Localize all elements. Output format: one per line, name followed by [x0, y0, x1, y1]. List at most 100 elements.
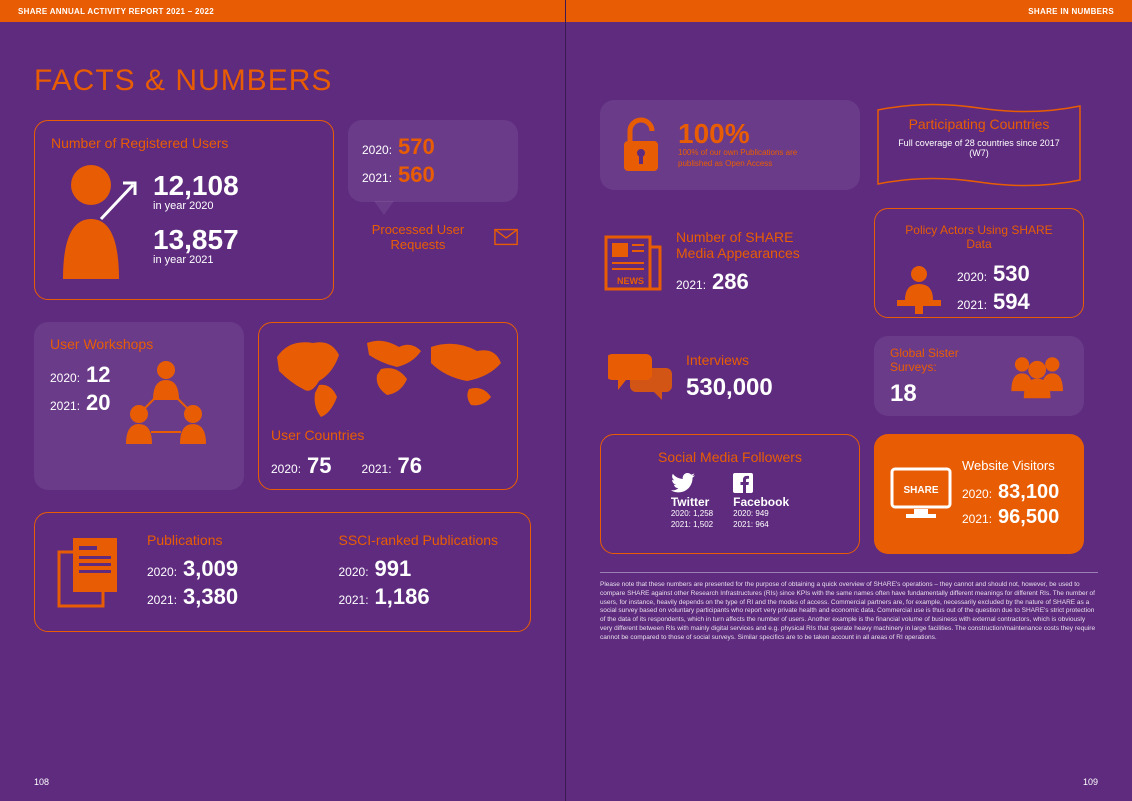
ws-y1: 2021: — [50, 399, 80, 413]
facebook-icon — [733, 473, 753, 493]
people-network-icon — [121, 352, 211, 452]
ws-y0: 2020: — [50, 371, 80, 385]
news-icon: NEWS — [600, 231, 664, 295]
social-title: Social Media Followers — [617, 449, 843, 465]
twitter-l1: 2020: 1,258 — [671, 509, 713, 520]
facebook-l1: 2020: 949 — [733, 509, 789, 520]
card-open-access: 100% 100% of our own Publications are pu… — [600, 100, 860, 190]
media-year: 2021: — [676, 278, 706, 292]
lock-open-icon — [616, 115, 666, 175]
card-processed-requests-wrap: 2020: 570 2021: 560 Processed User Request… — [348, 120, 518, 300]
web-y1: 2021: — [962, 512, 992, 526]
card-sister-surveys: Global Sister Surveys: 18 — [874, 336, 1084, 416]
page-title: FACTS & NUMBERS — [34, 64, 531, 98]
page-right: SHARE IN NUMBERS 100% 100% of our own Pu… — [566, 0, 1132, 801]
header-left: SHARE ANNUAL ACTIVITY REPORT 2021 – 2022 — [0, 0, 565, 22]
card-user-workshops: User Workshops 2020: 12 2021: 20 — [34, 322, 244, 490]
req-v0: 570 — [398, 134, 435, 160]
row-2: User Workshops 2020: 12 2021: 20 — [34, 322, 531, 490]
card-user-countries: User Countries 2020: 75 2021: 76 — [258, 322, 518, 490]
media-title: Number of SHARE Media Appearances — [676, 229, 816, 261]
pub-v1: 3,380 — [183, 584, 238, 610]
world-map-icon — [271, 333, 507, 423]
row-r2: NEWS Number of SHARE Media Appearances 2… — [600, 208, 1098, 318]
card-publications: Publications 2020: 3,009 2021: 3,380 SSCI-… — [34, 512, 531, 632]
workshops-title: User Workshops — [50, 336, 228, 352]
req-label: Processed User Requests — [348, 222, 488, 252]
sister-title: Global Sister Surveys: — [890, 346, 996, 374]
web-v1: 96,500 — [998, 506, 1059, 529]
card-interviews: Interviews 530,000 — [600, 336, 860, 416]
right-content: 100% 100% of our own Publications are pu… — [600, 100, 1098, 642]
interviews-title: Interviews — [686, 352, 773, 368]
oa-text: 100% of our own Publications are publish… — [678, 148, 828, 170]
reg-2021-value: 13,857 — [153, 226, 239, 254]
oa-value: 100% — [678, 120, 828, 148]
card-website: SHARE Website Visitors 2020: 83,100 2021:… — [874, 434, 1084, 554]
header-right-text: SHARE IN NUMBERS — [1028, 7, 1114, 16]
chat-bubbles-icon — [608, 350, 672, 402]
ssci-v0: 991 — [375, 556, 412, 582]
ws-v0: 12 — [86, 362, 110, 388]
pub-title: Publications — [147, 532, 323, 548]
req-v1: 560 — [398, 162, 435, 188]
page-num-left: 108 — [34, 777, 49, 787]
card-social: Social Media Followers Twitter 2020: 1,2… — [600, 434, 860, 554]
page-spread: SHARE ANNUAL ACTIVITY REPORT 2021 – 2022… — [0, 0, 1132, 801]
web-v0: 83,100 — [998, 481, 1059, 504]
footnote-text: Please note that these numbers are prese… — [600, 581, 1098, 642]
card-media: NEWS Number of SHARE Media Appearances 2… — [600, 208, 860, 318]
uc-y0: 2020: — [271, 462, 301, 476]
reg-2020-sub: in year 2020 — [153, 200, 239, 212]
speech-tail-icon — [374, 201, 394, 215]
uc-v1: 76 — [398, 453, 422, 479]
pub-y0: 2020: — [147, 565, 177, 579]
monitor-share-icon: SHARE — [890, 467, 952, 521]
ssci-y0: 2020: — [339, 565, 369, 579]
twitter-name: Twitter — [671, 495, 713, 509]
card-processed-requests: 2020: 570 2021: 560 — [348, 120, 518, 202]
web-y0: 2020: — [962, 487, 992, 501]
pol-y1: 2021: — [957, 298, 987, 312]
req-y1: 2021: — [362, 171, 392, 185]
card-participating: Participating Countries Full coverage of… — [874, 100, 1084, 190]
countries-title: User Countries — [271, 427, 505, 443]
part-text: Full coverage of 28 countries since 2017… — [892, 138, 1066, 158]
policy-title: Policy Actors Using SHARE Data — [891, 223, 1067, 251]
ssci-y1: 2021: — [339, 593, 369, 607]
ssci-v1: 1,186 — [375, 584, 430, 610]
interviews-value: 530,000 — [686, 376, 773, 400]
ws-v1: 20 — [86, 390, 110, 416]
reg-2020-value: 12,108 — [153, 172, 239, 200]
row-1: Number of Registered Users 12,108 in yea… — [34, 120, 531, 300]
pub-y1: 2021: — [147, 593, 177, 607]
presenter-icon — [891, 260, 947, 316]
pol-v1: 594 — [993, 289, 1030, 315]
website-title: Website Visitors — [962, 458, 1059, 473]
documents-icon — [51, 532, 131, 612]
envelope-icon — [494, 228, 518, 246]
ssci-title: SSCI-ranked Publications — [339, 532, 515, 548]
row-r4: Social Media Followers Twitter 2020: 1,2… — [600, 434, 1098, 554]
pol-y0: 2020: — [957, 270, 987, 284]
pub-v0: 3,009 — [183, 556, 238, 582]
footnote-block: Please note that these numbers are prese… — [600, 572, 1098, 642]
twitter-l2: 2021: 1,502 — [671, 520, 713, 531]
page-num-right: 109 — [1083, 777, 1098, 787]
req-y0: 2020: — [362, 143, 392, 157]
part-title: Participating Countries — [892, 116, 1066, 132]
svg-text:NEWS: NEWS — [617, 276, 644, 286]
share-badge: SHARE — [903, 485, 938, 496]
facebook-name: Facebook — [733, 495, 789, 509]
facebook-l2: 2021: 964 — [733, 520, 789, 531]
twitter-icon — [671, 473, 695, 493]
uc-y1: 2021: — [362, 462, 392, 476]
header-left-text: SHARE ANNUAL ACTIVITY REPORT 2021 – 2022 — [18, 7, 214, 16]
uc-v0: 75 — [307, 453, 331, 479]
left-content: FACTS & NUMBERS Number of Registered Use… — [34, 64, 531, 632]
pol-v0: 530 — [993, 261, 1030, 287]
user-arrow-icon — [51, 159, 141, 279]
sister-value: 18 — [890, 382, 996, 406]
header-right: SHARE IN NUMBERS — [566, 0, 1132, 22]
group-people-icon — [1006, 349, 1068, 403]
